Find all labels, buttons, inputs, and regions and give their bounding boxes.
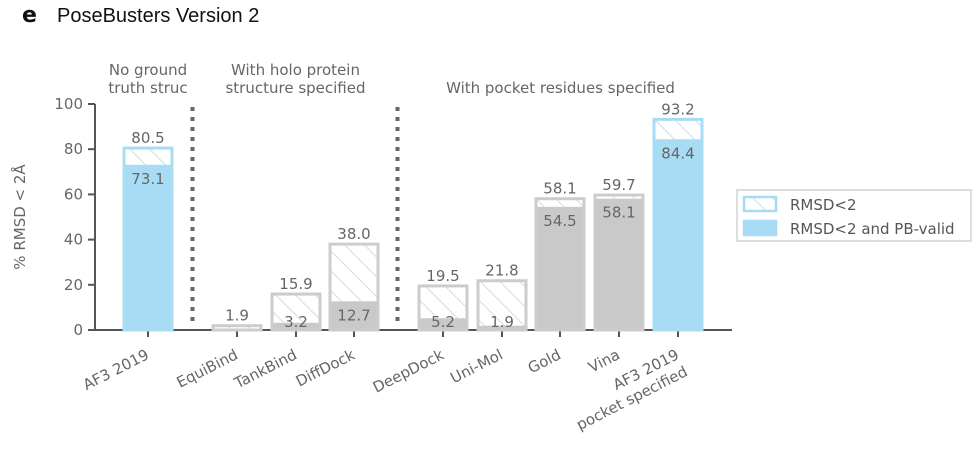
x-category-label: Uni-Mol (447, 346, 505, 388)
bar-value-top: 80.5 (131, 129, 164, 147)
bar-outline (417, 284, 469, 332)
x-category-label: DiffDock (293, 345, 358, 390)
y-axis: 0 20 40 60 80 100 (54, 95, 96, 339)
bar-segment-pb-valid (595, 198, 643, 330)
bar-value-inner: 58.1 (602, 204, 635, 222)
bar-outline (211, 324, 263, 332)
bar-value-top: 59.7 (602, 176, 635, 194)
legend-label-rmsd-pbvalid: RMSD<2 and PB-valid (790, 220, 955, 238)
y-tick-label: 60 (64, 185, 83, 203)
group-label-line: With pocket residues specified (446, 79, 675, 97)
x-category-label: AF3 2019pocket specified (565, 346, 691, 434)
legend-swatch-hatched (742, 195, 778, 213)
bar-value-top: 38.0 (337, 225, 370, 243)
bar-segment-rmsd (595, 195, 643, 199)
x-category-label-line: DeepDock (370, 345, 447, 396)
x-category-label-line: EquiBind (174, 346, 241, 392)
bar-outline (593, 193, 645, 332)
bar-outline (534, 197, 586, 332)
bar-value-top: 1.9 (225, 307, 249, 325)
chart-title: PoseBusters Version 2 (57, 5, 259, 27)
bar-segment-pb-valid (330, 301, 378, 330)
bar-value-top: 19.5 (426, 267, 459, 285)
group-label-line: structure specified (225, 79, 365, 97)
bar-segment-pb-valid (536, 206, 584, 330)
x-category-label: AF3 2019 (80, 346, 152, 394)
bar-value-top: 21.8 (485, 262, 518, 280)
x-category-label-line: AF3 2019 (80, 346, 152, 394)
x-category-label-line: DiffDock (293, 345, 358, 390)
bar-outline (270, 292, 322, 332)
y-tick-label: 40 (64, 231, 83, 249)
group-label-line: With holo protein (231, 61, 360, 79)
x-category-label: EquiBind (174, 346, 241, 392)
bar-segment-rmsd (419, 285, 467, 319)
legend-swatch-solid (742, 219, 778, 237)
bar-segment-pb-valid (272, 322, 320, 330)
x-category-label: DeepDock (370, 345, 447, 396)
x-category-label: TankBind (231, 346, 300, 393)
bar-outline (122, 146, 174, 332)
panel-letter: e (22, 3, 37, 28)
bar-segment-rmsd (654, 119, 702, 140)
y-axis-label: % RMSD < 2Å (10, 164, 29, 270)
bar-value-inner: 84.4 (661, 144, 694, 162)
x-category-label: Vina (585, 346, 622, 377)
bar-segment-rmsd (536, 198, 584, 207)
y-tick-label: 20 (64, 276, 83, 294)
bar-value-inner: 73.1 (131, 170, 164, 188)
bar-value-top: 15.9 (279, 275, 312, 293)
bar-outline (476, 279, 528, 332)
value-labels: 80.5 73.1 1.9 15.9 3.2 38.0 12.7 19.5 5.2 21.8 1.9… (131, 100, 694, 331)
legend: RMSD<2 RMSD<2 and PB-valid (736, 189, 972, 242)
bar-outline (652, 117, 704, 332)
x-category-label-line: Uni-Mol (447, 346, 505, 388)
bar-value-inner: 3.2 (284, 313, 308, 331)
y-tick-label: 100 (54, 95, 83, 113)
bar-value-top: 58.1 (543, 180, 576, 198)
group-label-line: No ground (109, 61, 187, 79)
bar-segment-rmsd (213, 325, 261, 330)
bar-outline (328, 242, 380, 332)
bar-value-inner: 1.9 (490, 313, 514, 331)
x-category-label: Gold (525, 346, 564, 378)
bar-segment-pb-valid (478, 325, 526, 330)
bars (122, 117, 704, 332)
bar-segment-rmsd (478, 280, 526, 326)
bar-segment-rmsd (272, 294, 320, 323)
x-category-label-line: TankBind (231, 346, 300, 393)
group-label-line: truth struc (108, 79, 187, 97)
bar-value-inner: 12.7 (337, 306, 370, 324)
bar-value-inner: 5.2 (431, 313, 455, 331)
group-separators (190, 107, 400, 327)
x-category-label-line: Vina (585, 346, 622, 377)
bar-value-inner: 54.5 (543, 212, 576, 230)
legend-label-rmsd: RMSD<2 (790, 196, 857, 214)
bar-segment-pb-valid (124, 164, 172, 330)
y-tick-label: 80 (64, 140, 83, 158)
bar-segment-pb-valid (654, 139, 702, 330)
x-category-label-line: Gold (525, 346, 564, 378)
y-tick-label: 0 (73, 321, 83, 339)
bar-segment-rmsd (124, 148, 172, 165)
bar-segment-pb-valid (419, 318, 467, 330)
bar-segment-rmsd (330, 244, 378, 302)
bar-value-top: 93.2 (661, 100, 694, 118)
